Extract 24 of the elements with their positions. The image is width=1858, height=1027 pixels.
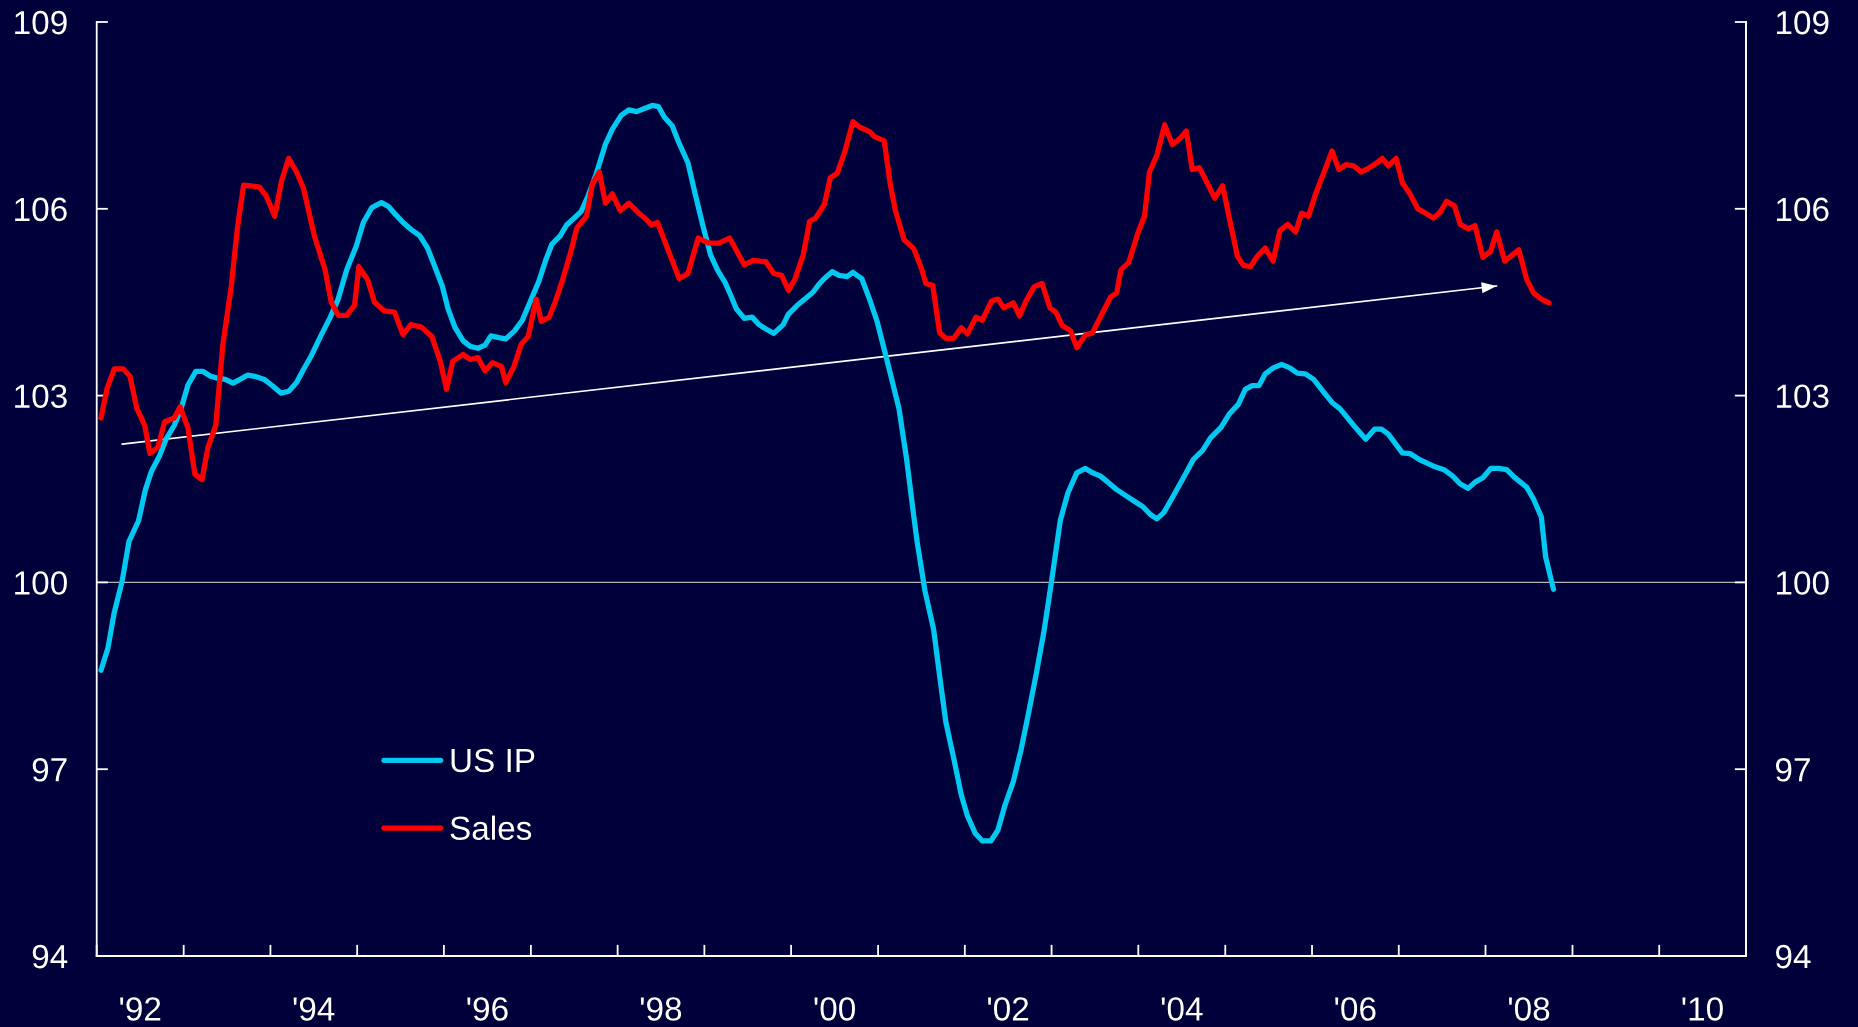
x-tick-label: '92 [120, 997, 161, 1021]
y2-tick-label: 100 [1776, 571, 1829, 595]
legend-label: US IP [451, 748, 535, 773]
x-tick-label: '98 [640, 997, 682, 1021]
x-tick-label: '00 [814, 997, 856, 1021]
x-tick-label: '94 [293, 997, 335, 1021]
x-tick-label: '10 [1682, 997, 1723, 1021]
y-tick-label: 94 [32, 944, 68, 969]
y2-tick-label: 97 [1776, 758, 1810, 782]
y-tick-label: 106 [15, 197, 67, 222]
y2-tick-label: 106 [1776, 197, 1829, 222]
legend-label: Sales [450, 815, 532, 841]
x-tick-label: '96 [467, 997, 508, 1021]
x-tick-label: '08 [1508, 997, 1550, 1021]
x-tick-label: '04 [1161, 997, 1203, 1021]
y2-tick-label: 109 [1776, 10, 1829, 35]
y2-tick-label: 94 [1776, 944, 1811, 969]
y-tick-label: 109 [15, 10, 67, 35]
y-tick-label: 97 [32, 758, 67, 782]
x-tick-label: '02 [988, 997, 1029, 1021]
y-tick-label: 103 [15, 384, 67, 409]
y2-tick-label: 103 [1776, 384, 1829, 409]
x-tick-label: '06 [1335, 997, 1376, 1021]
y-tick-label: 100 [15, 571, 67, 595]
